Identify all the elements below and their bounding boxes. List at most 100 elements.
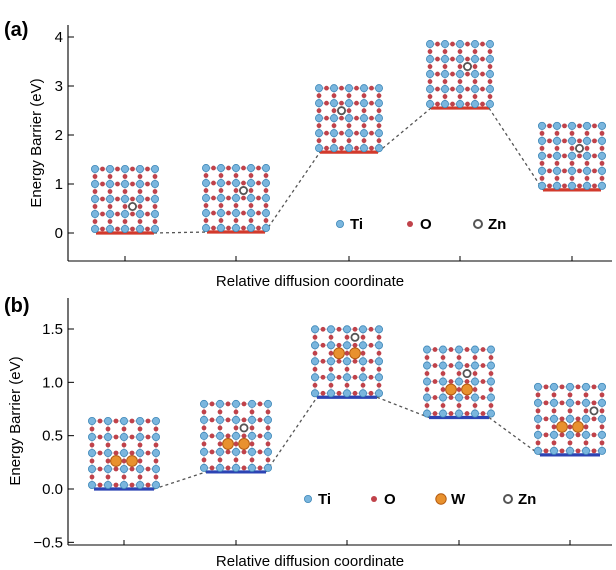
o-atom [569, 175, 575, 181]
o-atom [201, 409, 207, 415]
o-atom [424, 371, 430, 376]
o-atom [427, 49, 433, 54]
o-atom [360, 350, 366, 356]
ti-atom [486, 409, 495, 418]
ti-atom [106, 194, 115, 203]
ti-atom [582, 430, 591, 439]
o-atom [137, 189, 143, 194]
ti-atom [425, 70, 434, 79]
o-atom [599, 424, 605, 430]
level-connector [488, 417, 541, 456]
o-atom [100, 211, 105, 217]
panel-b-y-axis-title: Energy Barrier (eV) [7, 356, 24, 485]
ti-atom [314, 114, 323, 123]
ti-atom [553, 121, 562, 130]
o-atom [97, 418, 103, 424]
o-atom [263, 173, 269, 178]
ti-atom [422, 361, 431, 370]
ti-atom [215, 399, 224, 408]
o-atom [427, 79, 433, 84]
o-atom [487, 64, 493, 69]
ti-atom [566, 430, 575, 439]
o-atom [137, 426, 143, 432]
o-atom [457, 64, 463, 69]
ti-atom [485, 55, 494, 64]
o-atom [369, 85, 374, 91]
ti-atom [358, 389, 367, 398]
o-atom [328, 350, 334, 356]
o-atom [339, 130, 344, 136]
ti-atom [440, 100, 449, 109]
ti-atom [344, 144, 353, 153]
o-atom [368, 374, 374, 380]
ti-atom [374, 114, 383, 123]
panel-b-label: (b) [4, 295, 30, 317]
o-atom [577, 123, 582, 129]
o-atom [263, 188, 269, 193]
ti-atom [151, 416, 160, 425]
ti-atom [201, 179, 210, 188]
o-atom [122, 219, 128, 224]
ti-atom [344, 114, 353, 123]
legend-label: O [384, 491, 396, 508]
o-atom [577, 153, 582, 159]
o-atom [145, 211, 150, 217]
o-atom [97, 450, 103, 456]
ti-atom [470, 55, 479, 64]
o-atom [113, 466, 119, 472]
o-atom [354, 145, 359, 151]
o-atom [592, 138, 597, 144]
y-tick-label: −0.5 [33, 534, 63, 551]
o-atom [369, 100, 374, 106]
o-atom [569, 145, 575, 151]
o-atom [567, 440, 573, 446]
ti-atom [422, 345, 431, 354]
o-atom [456, 371, 462, 376]
y-tick-label: 1.0 [42, 374, 63, 391]
w-atom [556, 420, 568, 433]
o-atom [211, 210, 216, 216]
ti-atom [135, 432, 144, 441]
ti-atom [91, 209, 100, 218]
panel-b-y-ticks: −0.5 0.0 0.5 1.0 1.5 [33, 321, 74, 551]
ti-atom [88, 432, 97, 441]
o-atom [559, 416, 565, 422]
o-atom [145, 450, 151, 456]
o-atom [320, 342, 326, 348]
o-atom [153, 426, 159, 432]
o-atom [448, 395, 454, 400]
ti-atom [247, 399, 256, 408]
o-atom [324, 100, 329, 106]
o-atom [376, 93, 382, 99]
ti-atom [104, 416, 113, 425]
o-atom [456, 403, 462, 408]
o-atom [584, 145, 590, 151]
ti-atom [454, 345, 463, 354]
o-atom [218, 188, 224, 193]
ti-atom [263, 399, 272, 408]
ti-atom [583, 151, 592, 160]
ti-atom [151, 464, 160, 473]
ti-atom [135, 224, 144, 233]
ti-atom [263, 447, 272, 456]
ti-atom [598, 398, 607, 407]
legend-item: Ti [335, 216, 363, 233]
o-atom [241, 180, 246, 186]
o-atom [450, 71, 455, 77]
o-atom [226, 165, 231, 171]
o-atom [360, 366, 366, 372]
ti-atom [598, 151, 607, 160]
ti-atom [485, 85, 494, 94]
o-atom [316, 138, 322, 144]
o-atom [331, 138, 337, 144]
o-atom [209, 465, 215, 471]
ti-atom [231, 447, 240, 456]
o-atom [465, 101, 470, 107]
ti-atom [374, 389, 383, 398]
ti-atom [534, 430, 543, 439]
o-atom [562, 168, 567, 174]
o-atom [480, 86, 485, 92]
ti-atom [598, 382, 607, 391]
ti-atom [538, 151, 547, 160]
ti-atom [231, 209, 240, 218]
